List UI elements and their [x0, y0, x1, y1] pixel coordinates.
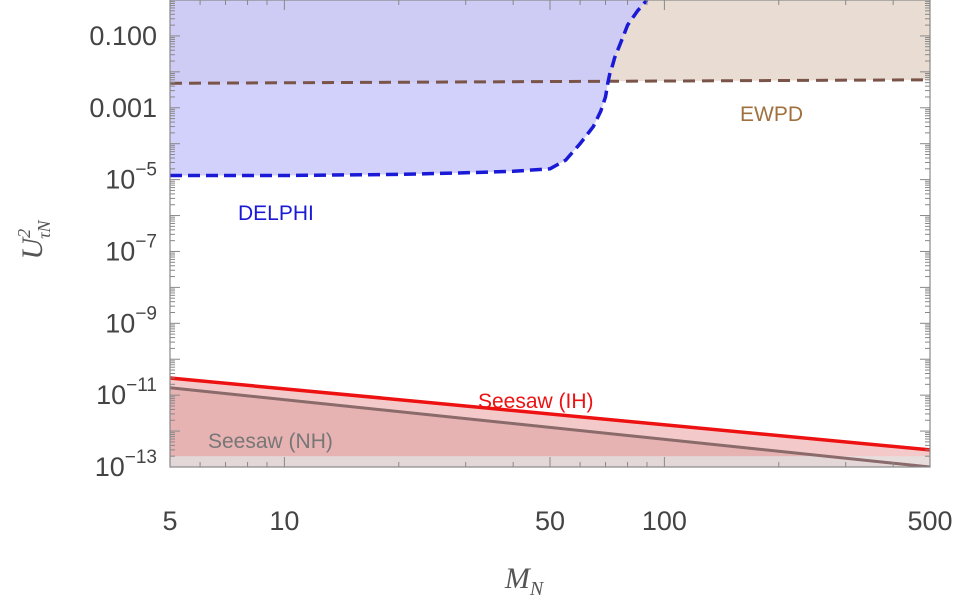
- x-tick-label: 500: [907, 506, 952, 536]
- seesaw-nh-line: [170, 386, 930, 467]
- axis-ticks: [169, 0, 931, 468]
- y-tick-label: 10−11: [96, 375, 157, 410]
- y-tick-label: 10−9: [105, 303, 157, 338]
- x-tick-label: 5: [162, 506, 177, 536]
- seesaw-ih-line: [170, 376, 930, 452]
- svg-text:U2τN: U2τN: [14, 219, 54, 259]
- y-tick-label: 10−7: [105, 231, 157, 266]
- y-tick-label: 0.001: [89, 93, 157, 123]
- y-tick-label: 10−5: [105, 160, 157, 195]
- annotation-delphi: DELPHI: [238, 202, 314, 225]
- x-tick-labels: 5 10 50 100 500: [162, 506, 952, 536]
- boundary-lines: [170, 0, 930, 467]
- x-tick-label: 50: [535, 506, 565, 536]
- x-axis-title: MN: [504, 562, 545, 600]
- annotation-ewpd: EWPD: [740, 103, 803, 126]
- x-tick-label: 100: [642, 506, 687, 536]
- region-annotations: DELPHI EWPD Seesaw (IH) Seesaw (NH): [208, 103, 803, 453]
- y-tick-labels: 0.100 0.001 10−5 10−7 10−9 10−11 10−13: [89, 21, 157, 482]
- y-tick-label: 0.100: [89, 21, 157, 51]
- x-tick-label: 10: [269, 506, 299, 536]
- annotation-seesaw-nh: Seesaw (NH): [208, 430, 333, 453]
- y-axis-title: U2τN: [14, 219, 54, 259]
- delphi-excluded-region: [170, 0, 647, 176]
- ewpd-boundary-line: [170, 78, 930, 85]
- annotation-seesaw-ih: Seesaw (IH): [478, 390, 594, 413]
- y-tick-label: 10−13: [95, 447, 157, 482]
